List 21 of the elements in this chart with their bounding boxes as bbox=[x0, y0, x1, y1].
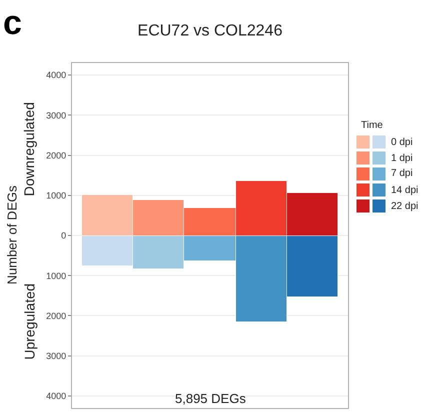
y-tick-label: 3000 bbox=[46, 351, 66, 361]
y-tick-label: 1000 bbox=[46, 270, 66, 281]
chart-title: ECU72 vs COL2246 bbox=[138, 22, 283, 40]
y-tick-label: 3000 bbox=[46, 110, 66, 120]
y-axis-title: Number of DEGs bbox=[4, 185, 20, 284]
legend-label: 7 dpi bbox=[391, 168, 413, 179]
legend-label: 14 dpi bbox=[391, 185, 418, 196]
y-tick-label: 1000 bbox=[46, 190, 66, 201]
y-tick-label: 2000 bbox=[46, 310, 66, 321]
y-tick-label: 4000 bbox=[46, 391, 66, 402]
legend-label: 1 dpi bbox=[391, 153, 413, 164]
y-tick-label: 2000 bbox=[46, 150, 66, 160]
text: c bbox=[3, 4, 22, 42]
text: Upregulated bbox=[21, 283, 38, 360]
text: Downregulated bbox=[20, 102, 37, 196]
legend-title: Time bbox=[361, 120, 384, 131]
annotation: 5,895 DEGs bbox=[175, 391, 246, 406]
legend-label: 0 dpi bbox=[391, 137, 413, 148]
y-tick-label: 4000 bbox=[46, 70, 66, 80]
legend-label: 22 dpi bbox=[391, 201, 418, 212]
y-tick-label: 0 bbox=[61, 230, 66, 241]
